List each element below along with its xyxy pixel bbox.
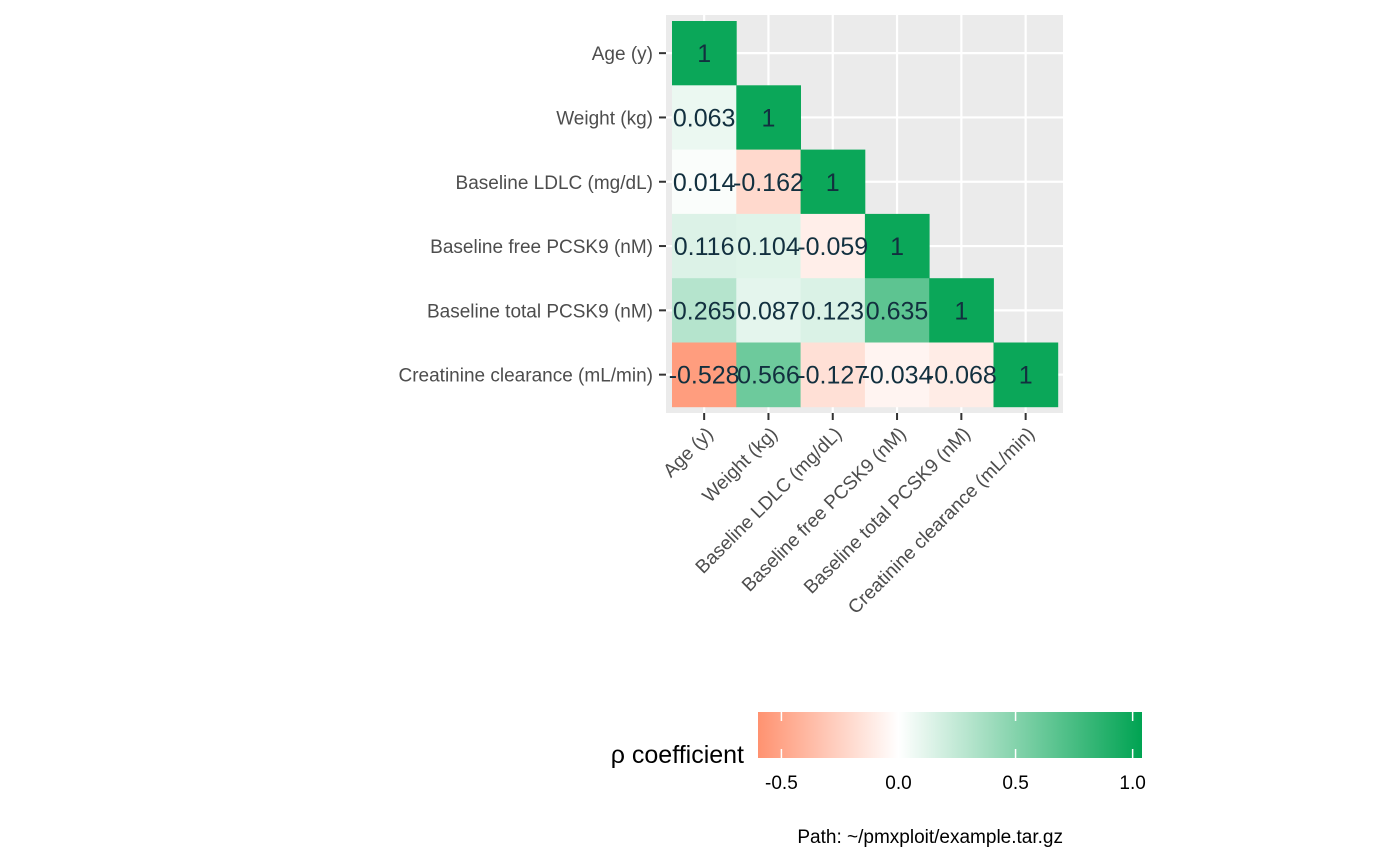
cell-value-label: 1 bbox=[890, 233, 904, 261]
cell-value-label: 1 bbox=[1019, 362, 1033, 390]
heatmap-cell bbox=[929, 278, 994, 343]
heatmap-cell bbox=[672, 85, 737, 150]
heatmap-cell bbox=[672, 213, 737, 279]
cell-value-label: -0.162 bbox=[733, 169, 804, 197]
heatmap-cell bbox=[864, 342, 930, 408]
x-tick-label: Age (y) bbox=[660, 424, 718, 482]
legend-tick-label: 1.0 bbox=[1119, 773, 1145, 794]
cell-value-label: 0.087 bbox=[737, 297, 800, 325]
y-tick-label: Age (y) bbox=[592, 44, 653, 65]
cell-value-label: 1 bbox=[697, 40, 711, 68]
legend-tick-label: 0.0 bbox=[885, 773, 911, 794]
heatmap-cell bbox=[736, 342, 801, 408]
heatmap-cell bbox=[800, 149, 866, 215]
heatmap-cell bbox=[672, 278, 737, 343]
cell-value-label: -0.034 bbox=[862, 362, 933, 390]
cell-value-label: -0.127 bbox=[797, 362, 868, 390]
cell-value-label: -0.528 bbox=[669, 362, 740, 390]
heatmap-cell bbox=[736, 149, 801, 215]
heatmap-cell bbox=[864, 278, 930, 343]
heatmap-cell bbox=[993, 342, 1059, 408]
cell-value-label: -0.068 bbox=[926, 362, 997, 390]
heatmap-cell bbox=[736, 213, 801, 279]
cell-value-label: 0.116 bbox=[674, 233, 735, 261]
heatmap-cell bbox=[864, 213, 930, 279]
legend-tick-label: 0.5 bbox=[1002, 773, 1028, 794]
cell-value-label: 0.123 bbox=[801, 297, 864, 325]
cell-value-label: 1 bbox=[826, 169, 840, 197]
heatmap-cell bbox=[672, 149, 737, 215]
cell-value-label: 0.104 bbox=[737, 233, 800, 261]
cell-value-label: 0.063 bbox=[673, 104, 736, 132]
cell-value-label: 1 bbox=[954, 297, 968, 325]
cell-labels: 1 0.063 1 0.014-0.162 1 0.116 0.104-0.059 1 0.26… bbox=[669, 40, 1033, 390]
x-axis: Age (y)Weight (kg)Baseline LDLC (mg/dL)B… bbox=[660, 413, 1039, 618]
legend: ρ coefficient -0.5 0.0 0.5 1.0 bbox=[611, 712, 1146, 794]
y-tick-label: Weight (kg) bbox=[556, 108, 653, 129]
heatmap-cells bbox=[672, 21, 1059, 408]
y-tick-label: Baseline total PCSK9 (nM) bbox=[427, 301, 653, 322]
cell-value-label: -0.059 bbox=[797, 233, 868, 261]
heatmap-cell bbox=[736, 85, 801, 150]
y-tick-label: Baseline free PCSK9 (nM) bbox=[430, 237, 653, 258]
legend-title: ρ coefficient bbox=[611, 741, 744, 769]
heatmap-cell bbox=[672, 21, 737, 86]
y-tick-label: Baseline LDLC (mg/dL) bbox=[456, 173, 653, 194]
legend-colorbar bbox=[758, 712, 1142, 758]
cell-value-label: 0.566 bbox=[737, 362, 800, 390]
legend-tick-label: -0.5 bbox=[765, 773, 798, 794]
heatmap-cell bbox=[800, 213, 866, 279]
y-tick-label: Creatinine clearance (mL/min) bbox=[399, 366, 654, 387]
heatmap-cell bbox=[800, 342, 866, 408]
heatmap-cell bbox=[800, 278, 866, 343]
cell-value-label: 1 bbox=[761, 104, 775, 132]
caption: Path: ~/pmxploit/example.tar.gz bbox=[797, 827, 1063, 848]
y-axis: Age (y) Weight (kg) Baseline LDLC (mg/dL) B… bbox=[399, 44, 666, 387]
cell-value-label: 0.635 bbox=[866, 297, 929, 325]
cell-value-label: 0.014 bbox=[673, 169, 736, 197]
cell-value-label: 0.265 bbox=[673, 297, 736, 325]
heatmap-cell bbox=[736, 278, 801, 343]
legend-ticks: -0.5 0.0 0.5 1.0 bbox=[765, 712, 1146, 794]
heatmap-cell bbox=[929, 342, 994, 408]
heatmap-cell bbox=[672, 342, 737, 408]
